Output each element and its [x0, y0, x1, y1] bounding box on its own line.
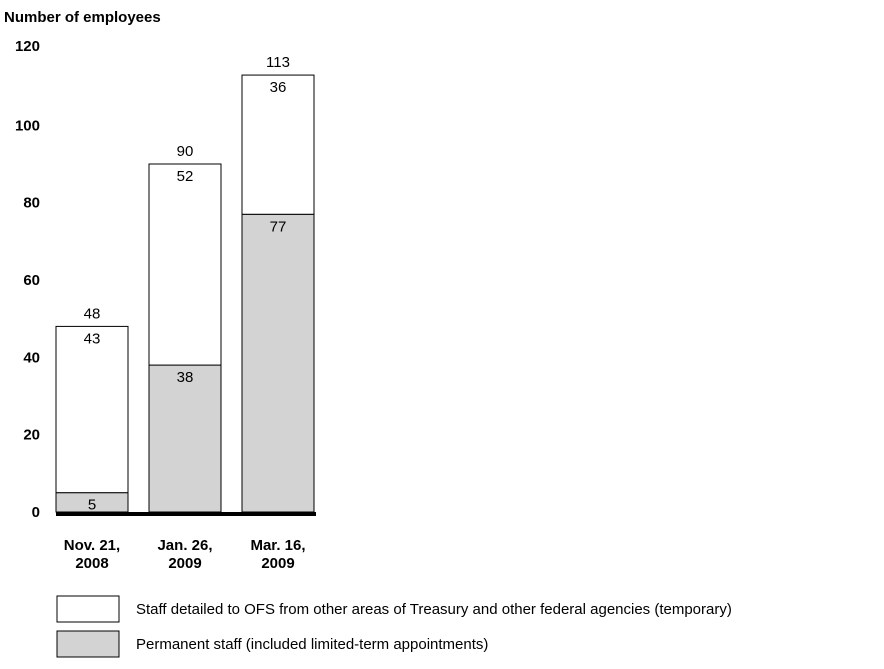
x-tick-label: 2009 [168, 555, 201, 572]
y-tick-label: 40 [23, 349, 40, 366]
legend-swatch [56, 630, 120, 658]
segment-value-label: 77 [270, 218, 287, 235]
bar-segment [241, 213, 315, 513]
x-tick-label: Nov. 21, [64, 537, 120, 554]
x-tick-label: 2009 [261, 555, 294, 572]
segment-value-label: 52 [177, 168, 194, 185]
y-tick-label: 20 [23, 427, 40, 444]
y-tick-label: 80 [23, 195, 40, 212]
legend-label: Permanent staff (included limited-term a… [136, 636, 488, 653]
legend-label: Staff detailed to OFS from other areas o… [136, 601, 732, 618]
y-tick-label: 100 [15, 117, 40, 134]
x-tick-label: Mar. 16, [250, 537, 305, 554]
bar-segment [148, 163, 222, 366]
y-tick-label: 120 [15, 38, 40, 55]
bar-segment [55, 325, 129, 494]
y-axis-ticks: 0 20 40 60 80 100 120 [15, 38, 40, 521]
x-tick-label: Jan. 26, [157, 537, 212, 554]
total-value-label: 113 [266, 54, 290, 71]
bars: 5 43 48 38 52 90 77 36 113 [55, 54, 315, 514]
total-value-label: 90 [177, 143, 194, 160]
legend-swatch [56, 595, 120, 623]
y-tick-label: 60 [23, 272, 40, 289]
segment-value-label: 38 [177, 369, 194, 386]
bar-segment [241, 74, 315, 215]
legend: Staff detailed to OFS from other areas o… [56, 595, 732, 658]
segment-value-label: 5 [88, 497, 96, 514]
bar-segment [148, 364, 222, 513]
x-tick-label: 2008 [75, 555, 108, 572]
y-axis-title: Number of employees [4, 9, 161, 26]
segment-value-label: 36 [270, 79, 287, 96]
segment-value-label: 43 [84, 330, 101, 347]
total-value-label: 48 [84, 305, 101, 322]
y-tick-label: 0 [32, 504, 40, 521]
